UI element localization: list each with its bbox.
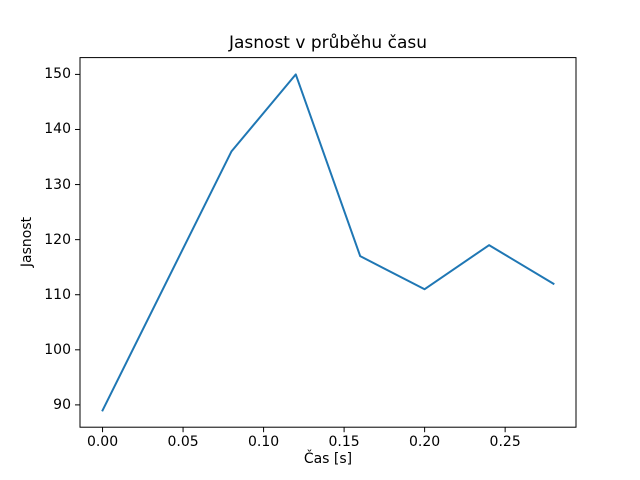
data-line — [101, 73, 555, 412]
x-tick-label: 0.15 — [328, 434, 360, 450]
x-axis-label: Čas [s] — [303, 451, 353, 467]
chart-title: Jasnost v průběhu času — [228, 33, 427, 53]
x-tick-label: 0.00 — [86, 434, 119, 450]
y-tick-label: 120 — [44, 231, 71, 248]
y-tick-label: 110 — [44, 286, 71, 303]
y-tick-label: 130 — [44, 176, 71, 193]
x-tick-label: 0.10 — [247, 434, 280, 450]
y-tick-label: 90 — [53, 396, 71, 413]
axes-frame — [79, 57, 577, 428]
y-tick-label: 150 — [44, 66, 71, 83]
x-tick-label: 0.05 — [167, 434, 199, 450]
x-tick-label: 0.25 — [489, 434, 521, 450]
y-tick-label: 100 — [44, 341, 71, 358]
y-axis-label: Jasnost — [19, 216, 35, 268]
x-tick-label: 0.20 — [409, 434, 441, 450]
y-tick-label: 140 — [44, 121, 71, 138]
